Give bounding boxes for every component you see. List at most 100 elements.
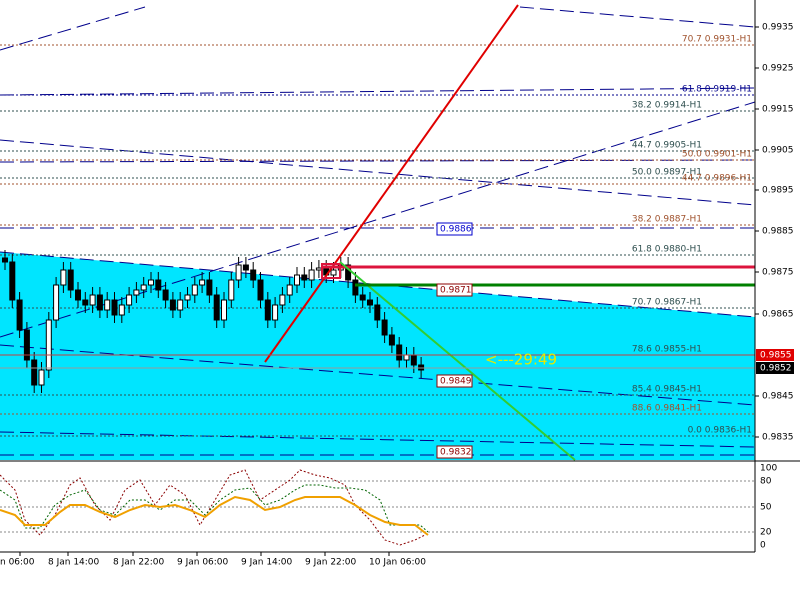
- candle-body: [272, 304, 279, 321]
- channel-fill: [0, 252, 755, 460]
- candle-body: [410, 354, 417, 366]
- candle-body: [31, 359, 38, 386]
- candle-body: [184, 294, 191, 301]
- indicator-label: 100: [760, 464, 777, 474]
- candle-body: [257, 279, 264, 301]
- time-label: 8 Jan 22:00: [113, 558, 165, 568]
- candle-body: [242, 264, 249, 271]
- candle-body: [169, 299, 176, 311]
- fib-label: 70.7 0.9867-H1: [632, 298, 702, 308]
- candle-body: [294, 274, 300, 286]
- candle-body: [96, 294, 103, 311]
- fib-label: 50.0 0.9897-H1: [632, 168, 702, 178]
- candle-body: [396, 344, 403, 361]
- fib-label: 44.7 0.9905-H1: [632, 141, 702, 151]
- candle-body: [9, 261, 16, 301]
- candle-body: [330, 269, 337, 276]
- candle-body: [104, 299, 111, 311]
- fib-label: 38.2 0.9887-H1: [632, 215, 702, 225]
- fib-label: 88.6 0.9841-H1: [632, 404, 702, 414]
- fib-label: 44.7 0.9896-H1: [682, 174, 752, 184]
- fib-label: 38.2 0.9914-H1: [632, 101, 702, 111]
- time-label: 10 Jan 06:00: [369, 558, 426, 568]
- candle-body: [155, 279, 162, 291]
- candle-body: [352, 279, 359, 296]
- candle-body: [126, 294, 133, 306]
- candle-body: [403, 354, 410, 361]
- candle-body: [191, 284, 198, 296]
- price-box-label: 0.9871: [440, 286, 472, 296]
- candle-body: [45, 319, 52, 371]
- candle-body: [177, 299, 184, 311]
- candle-body: [381, 319, 388, 336]
- green-trend-line: [339, 261, 576, 461]
- candle-body: [367, 299, 373, 306]
- fib-label: 70.7 0.9931-H1: [682, 35, 752, 45]
- time-label: 8 Jan 14:00: [48, 558, 100, 568]
- indicator-pane: [0, 469, 755, 546]
- candle-body: [75, 289, 81, 301]
- candle-body: [213, 294, 220, 321]
- price-label: 0.9935: [762, 23, 794, 33]
- candle-body: [38, 369, 45, 386]
- candle-body: [118, 304, 125, 316]
- candle-body: [235, 264, 242, 281]
- candle-body: [206, 279, 213, 296]
- indicator-label: 20: [760, 528, 772, 538]
- fib-label: 50.0 0.9901-H1: [682, 150, 752, 160]
- fib-label: 78.6 0.9855-H1: [632, 345, 702, 355]
- candle-body: [345, 264, 352, 281]
- candle-body: [89, 294, 96, 306]
- price-box-label: 0.9832: [440, 448, 472, 458]
- candle-body: [286, 284, 293, 296]
- candle-body: [279, 294, 286, 306]
- candle-body: [162, 289, 169, 301]
- price-box-label: 0.9849: [440, 377, 472, 387]
- indicator-label: 80: [760, 477, 772, 487]
- indicator-label: 50: [760, 503, 772, 513]
- candle-body: [148, 279, 154, 286]
- fib-label: 85.4 0.9845-H1: [632, 385, 702, 395]
- time-label: 9 Jan 14:00: [241, 558, 293, 568]
- candle-body: [228, 279, 235, 301]
- time-label: 9 Jan 22:00: [305, 558, 357, 568]
- price-label: 0.9845: [762, 392, 794, 402]
- price-label: 0.9915: [762, 105, 794, 115]
- price-box: [436, 222, 473, 236]
- candle-body: [16, 299, 23, 331]
- candle-body: [374, 304, 381, 321]
- indicator-label: 0: [760, 541, 766, 551]
- candle-body: [67, 269, 74, 291]
- red-box: [321, 263, 341, 279]
- candle-body: [388, 334, 395, 346]
- candle-body: [111, 299, 118, 316]
- price-label: 0.9875: [762, 268, 794, 278]
- price-box: [436, 283, 473, 297]
- candle-body: [301, 274, 308, 281]
- time-label: n 06:00: [0, 558, 35, 568]
- current-price: 0.9852: [760, 364, 792, 374]
- price-box: [436, 374, 473, 388]
- candle-body: [250, 269, 257, 281]
- candle-body: [2, 257, 8, 263]
- countdown: <---29:49: [485, 351, 557, 369]
- alert-price: 0.9855: [760, 351, 792, 361]
- fib-label: 61.8 0.9880-H1: [632, 245, 702, 255]
- candle-body: [82, 299, 89, 306]
- candle-body: [133, 289, 140, 296]
- alert-price-box: [756, 349, 794, 361]
- candle-body: [359, 294, 366, 301]
- fib-label: 0.0 0.9836-H1: [688, 426, 752, 436]
- candle-body: [140, 284, 147, 291]
- candle-body: [23, 329, 30, 361]
- candle-body: [60, 269, 67, 286]
- candle-body: [264, 299, 271, 321]
- red-trend-line: [264, 4, 519, 363]
- fib-label: 61.8 0.9919-H1: [682, 85, 752, 95]
- candle-body: [53, 284, 60, 321]
- price-label: 0.9905: [762, 146, 794, 156]
- price-label: 0.9835: [762, 433, 794, 443]
- price-label: 0.9925: [762, 64, 794, 74]
- candle-body: [221, 299, 227, 321]
